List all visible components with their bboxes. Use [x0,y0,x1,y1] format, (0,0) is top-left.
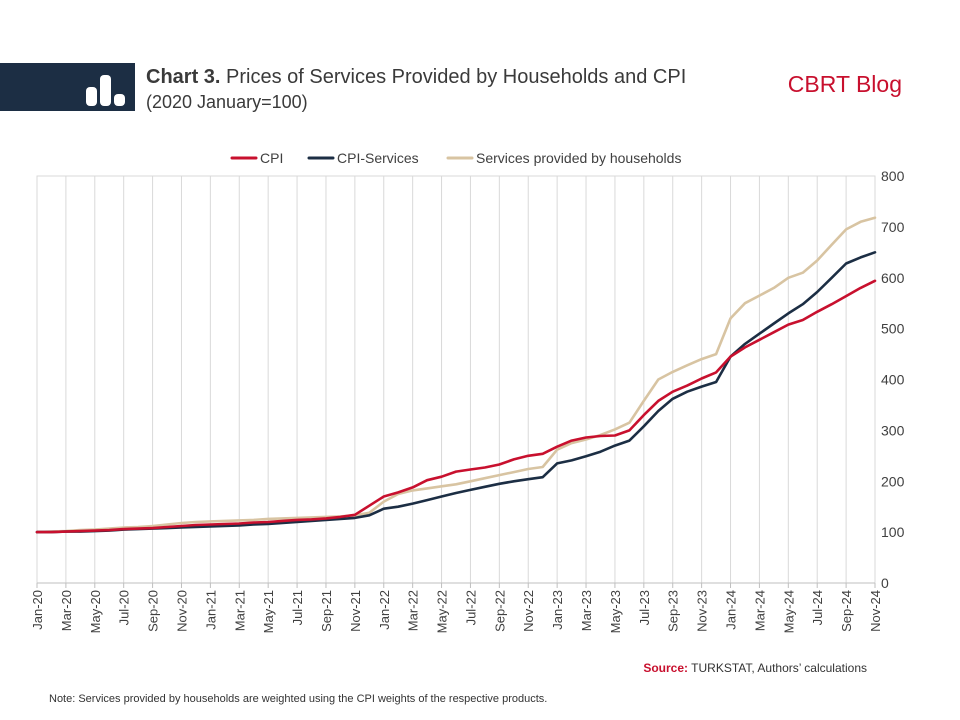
x-tick-label: Mar-22 [406,590,421,631]
footnote: Note: Services provided by households ar… [49,693,548,705]
x-tick-label: Jul-24 [810,590,825,625]
x-tick-label: Sep-22 [492,590,507,632]
x-tick-label: Nov-22 [521,590,536,632]
legend-label: CPI [260,150,283,166]
chart-grid [36,175,876,584]
y-tick-label: 500 [881,321,905,337]
x-tick-label: Jan-22 [377,590,392,630]
x-tick-label: May-22 [435,590,450,633]
x-tick-label: Jan-23 [550,590,565,630]
y-tick-label: 700 [881,219,905,235]
x-tick-label: May-23 [608,590,623,633]
source-text: TURKSTAT, Authors’ calculations [691,661,867,675]
x-tick-label: Jul-23 [637,590,652,625]
x-tick-label: Jul-20 [117,590,132,625]
chart-legend: CPI CPI-Services Services provided by hous… [230,150,681,166]
x-tick-label: May-20 [88,590,103,633]
x-tick-label: Sep-21 [319,590,334,632]
y-tick-label: 100 [881,524,905,540]
bar-chart-logo-icon [86,72,128,106]
source-label: Source: [643,661,689,675]
x-tick-label: Mar-20 [59,590,74,631]
y-tick-label: 300 [881,422,905,438]
chart-number: Chart 3. [146,66,221,88]
y-tick-label: 800 [881,168,905,184]
x-tick-label: Sep-20 [146,590,161,632]
brand-label: CBRT Blog [787,71,902,97]
chart-title-text: Prices of Services Provided by Household… [226,66,687,88]
header-banner [0,63,135,111]
x-tick-label: Nov-24 [868,590,883,632]
x-tick-label: Jan-21 [203,590,218,630]
x-tick-label: Jan-24 [724,590,739,630]
series-line-cpi-services [35,251,877,534]
x-tick-label: Jan-20 [30,590,45,630]
x-tick-label: Sep-24 [839,590,854,632]
series-line-cpi [35,279,877,534]
chart-subtitle: (2020 January=100) [146,92,308,112]
y-tick-label: 200 [881,473,905,489]
x-tick-label: Mar-24 [752,590,767,631]
plot-area-border [36,175,876,584]
y-tick-label: 400 [881,372,905,388]
source-line: Source: TURKSTAT, Authors’ calculations [643,661,867,675]
chart-title: Chart 3. Prices of Services Provided by … [146,66,686,89]
x-tick-label: Mar-23 [579,590,594,631]
series-line-services-provided-by-households [35,216,877,534]
x-tick-label: Nov-20 [174,590,189,632]
y-tick-label: 600 [881,270,905,286]
x-tick-label: Jul-21 [290,590,305,625]
legend-label: Services provided by households [476,150,681,166]
x-tick-label: Jul-22 [463,590,478,625]
chart-series [35,216,877,534]
y-tick-label: 0 [881,575,889,591]
x-tick-label: Nov-23 [695,590,710,632]
x-tick-label: Mar-21 [232,590,247,631]
legend-label: CPI-Services [337,150,419,166]
x-tick-label: Sep-23 [666,590,681,632]
x-tick-label: May-24 [781,590,796,633]
chart-axes: Jan-20 Mar-20 May-20 Jul-20 Sep-20 Nov-20 Jan-… [30,168,905,633]
x-tick-label: May-21 [261,590,276,633]
x-tick-label: Nov-21 [348,590,363,632]
